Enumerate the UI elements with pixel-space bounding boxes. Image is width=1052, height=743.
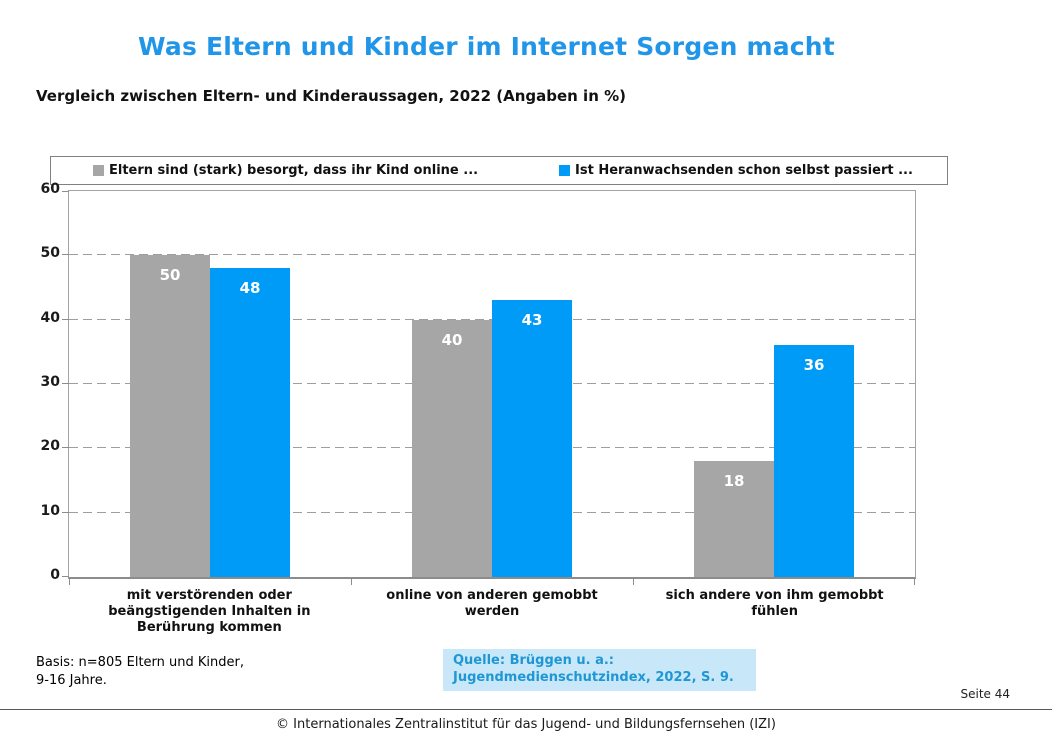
footer-divider (0, 709, 1052, 710)
bar-series2-cat3: 36 (774, 345, 854, 577)
category-label-2: online von anderen gemobbt werden (351, 588, 634, 636)
y-tickmark-40 (62, 319, 69, 320)
x-tickmark-2 (633, 579, 634, 585)
y-tickmark-60 (62, 191, 69, 192)
bar-value-label: 50 (159, 266, 181, 284)
bar-series1-cat1: 50 (130, 255, 210, 577)
bar-value-label: 36 (803, 356, 825, 374)
legend-swatch-children-icon (559, 165, 570, 176)
category-label-2-text: online von anderen gemobbt werden (386, 588, 598, 619)
y-tickmark-0 (62, 576, 69, 577)
category-label-1: mit verstörenden oder beängstigenden Inh… (68, 588, 351, 636)
y-tickmark-50 (62, 254, 69, 255)
category-label-3-text: sich andere von ihm gemobbt fühlen (665, 588, 884, 619)
bar-series1-cat2: 40 (412, 320, 492, 577)
bar-series1-cat3: 18 (694, 461, 774, 577)
y-tickmark-20 (62, 447, 69, 448)
category-label-1-text: mit verstörenden oder beängstigenden Inh… (108, 588, 311, 635)
legend-swatch-parents-icon (93, 165, 104, 176)
x-axis-category-labels: mit verstörenden oder beängstigenden Inh… (68, 588, 916, 636)
y-axis-label-20: 20 (40, 438, 60, 454)
bar-value-label: 18 (723, 472, 745, 490)
page-number: Seite 44 (960, 687, 1010, 701)
y-tickmark-30 (62, 383, 69, 384)
legend-label-parents: Eltern sind (stark) besorgt, dass ihr Ki… (109, 163, 479, 178)
y-axis-label-50: 50 (40, 245, 60, 261)
y-axis-label-10: 10 (40, 503, 60, 519)
legend-item-parents: Eltern sind (stark) besorgt, dass ihr Ki… (93, 157, 478, 184)
chart-legend: Eltern sind (stark) besorgt, dass ihr Ki… (50, 156, 948, 185)
source-box: Quelle: Brüggen u. a.: Jugendmedienschut… (443, 649, 756, 691)
x-tickmark-3 (914, 579, 915, 585)
bar-series2-cat1: 48 (210, 268, 290, 577)
x-tickmark-0 (69, 579, 70, 585)
legend-label-children: Ist Heranwachsenden schon selbst passier… (575, 163, 913, 178)
bar-value-label: 48 (239, 279, 261, 297)
bar-value-label: 40 (441, 331, 463, 349)
chart-title: Was Eltern und Kinder im Internet Sorgen… (138, 32, 835, 61)
x-tickmark-1 (351, 579, 352, 585)
category-label-3: sich andere von ihm gemobbt fühlen (633, 588, 916, 636)
bar-value-label: 43 (521, 311, 543, 329)
y-axis-label-60: 60 (40, 181, 60, 197)
y-axis-labels: 0 10 20 30 40 50 60 (0, 181, 60, 583)
bar-series2-cat2: 43 (492, 300, 572, 577)
footer-copyright: © Internationales Zentralinstitut für da… (276, 717, 776, 732)
y-axis-label-30: 30 (40, 374, 60, 390)
legend-item-children: Ist Heranwachsenden schon selbst passier… (559, 157, 913, 184)
chart-subtitle: Vergleich zwischen Eltern- und Kinderaus… (36, 87, 626, 105)
plot-area: 50 48 40 43 18 36 (62, 190, 916, 585)
gridline-50 (69, 254, 915, 255)
y-tickmark-10 (62, 512, 69, 513)
basis-note: Basis: n=805 Eltern und Kinder, 9-16 Jah… (36, 655, 245, 688)
y-axis-label-0: 0 (50, 567, 60, 583)
y-axis-label-40: 40 (40, 310, 60, 326)
